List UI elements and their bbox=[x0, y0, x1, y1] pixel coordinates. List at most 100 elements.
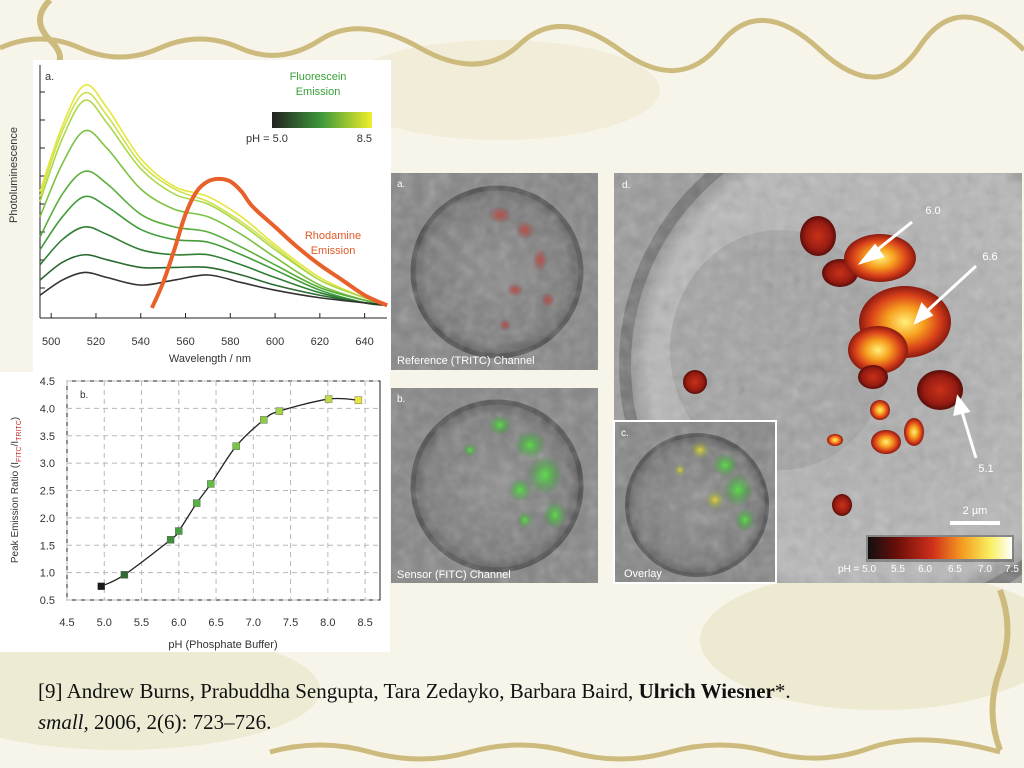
y-tick-label: 0.5 bbox=[40, 595, 55, 607]
bg-blob bbox=[700, 570, 1024, 710]
data-point bbox=[97, 582, 105, 591]
y-label-sub: FITC bbox=[16, 446, 23, 462]
y-tick-label: 3.0 bbox=[40, 458, 55, 470]
data-line bbox=[39, 99, 388, 307]
colorbar-label: pH = 5.0 bbox=[838, 564, 877, 575]
citation-highlight: Ulrich Wiesner bbox=[638, 679, 775, 703]
y-tick-label: 4.5 bbox=[40, 376, 55, 388]
colorbar bbox=[272, 112, 372, 128]
colorbar-label: 8.5 bbox=[357, 133, 372, 145]
legend-label: Emission bbox=[311, 245, 356, 257]
panel-label: b. bbox=[80, 390, 88, 401]
legend-label: Rhodamine bbox=[305, 230, 361, 242]
colorbar-label: 6.5 bbox=[948, 564, 962, 575]
y-axis-label: Peak Emission Ratio (IFITC/ITRITC) bbox=[10, 417, 23, 563]
image-label: a. bbox=[397, 179, 405, 190]
x-tick-label: 500 bbox=[42, 336, 60, 348]
legend-label: Fluorescein bbox=[290, 71, 347, 83]
y-tick-label: 2.5 bbox=[40, 486, 55, 498]
y-tick-label: 1.0 bbox=[40, 568, 55, 580]
colorbar-label: 5.5 bbox=[891, 564, 905, 575]
image-border bbox=[613, 420, 777, 584]
x-tick-label: 7.0 bbox=[246, 617, 261, 629]
chart-b-background bbox=[0, 372, 390, 652]
data-line bbox=[39, 84, 388, 307]
scale-bar-label: 2 µm bbox=[963, 505, 988, 517]
y-tick-label: 1.5 bbox=[40, 540, 55, 552]
x-tick-label: 540 bbox=[132, 336, 150, 348]
data-line bbox=[39, 271, 388, 307]
citation-details: 2006, 2(6): 723–726. bbox=[88, 710, 272, 734]
y-label-part: ) bbox=[10, 417, 21, 420]
colorbar-label: 7.5 bbox=[1005, 564, 1019, 575]
bg-blob bbox=[340, 40, 660, 140]
data-point bbox=[192, 499, 201, 507]
data-line bbox=[39, 170, 388, 307]
x-tick-label: 6.5 bbox=[208, 617, 223, 629]
y-label-part: Peak Emission Ratio (I bbox=[10, 462, 21, 563]
x-tick-label: 560 bbox=[176, 336, 194, 348]
image-caption: Reference (TRITC) Channel bbox=[397, 355, 535, 367]
colorbar-label: 6.0 bbox=[918, 564, 932, 575]
image-label: d. bbox=[622, 180, 630, 191]
x-tick-label: 580 bbox=[221, 336, 239, 348]
data-point bbox=[175, 527, 183, 535]
chart-a-background bbox=[33, 60, 391, 372]
data-point bbox=[324, 395, 333, 403]
x-tick-label: 8.5 bbox=[357, 617, 372, 629]
data-point bbox=[120, 571, 129, 579]
citation-mark: *. bbox=[774, 679, 791, 703]
data-line bbox=[39, 226, 388, 307]
x-tick-label: 620 bbox=[311, 336, 329, 348]
arrows bbox=[857, 220, 1000, 525]
citation-journal: small, bbox=[38, 710, 89, 734]
image-label: b. bbox=[397, 394, 405, 405]
annotation: 5.1 bbox=[978, 463, 993, 475]
data-point bbox=[232, 442, 240, 450]
colorbar-labels: pH = 5.0 5.5 6.0 6.5 7.0 7.5 bbox=[838, 564, 1019, 575]
x-axis-label: pH (Phosphate Buffer) bbox=[168, 639, 277, 651]
y-label-part: /I bbox=[10, 441, 21, 447]
x-tick-label: 5.5 bbox=[134, 617, 149, 629]
image-caption: Overlay bbox=[624, 568, 662, 580]
image-caption: Sensor (FITC) Channel bbox=[397, 569, 511, 581]
x-tick-label: 600 bbox=[266, 336, 284, 348]
y-label-sub: TRITC bbox=[16, 420, 23, 441]
bg-blob bbox=[0, 630, 320, 750]
x-tick-label: 640 bbox=[355, 336, 373, 348]
citation: [9] Andrew Burns, Prabuddha Sengupta, Ta… bbox=[38, 676, 791, 738]
x-axis-label: Wavelength / nm bbox=[169, 353, 251, 365]
x-tick-label: 520 bbox=[87, 336, 105, 348]
x-tick-label: 8.0 bbox=[320, 617, 335, 629]
image-label: c. bbox=[621, 428, 629, 439]
data-line bbox=[39, 253, 388, 307]
data-point bbox=[207, 480, 215, 488]
data-point bbox=[354, 396, 363, 404]
vine bbox=[37, 0, 63, 73]
y-tick-label: 3.5 bbox=[40, 431, 55, 443]
colorbar-label: pH = 5.0 bbox=[246, 133, 288, 145]
x-tick-label: 5.0 bbox=[97, 617, 112, 629]
vine bbox=[0, 14, 1024, 80]
y-axis-label: Photoluminescence bbox=[8, 127, 20, 223]
legend-label: Emission bbox=[296, 86, 341, 98]
micrograph bbox=[391, 173, 598, 370]
y-axis-ticks bbox=[40, 91, 45, 289]
x-tick-label: 6.0 bbox=[171, 617, 186, 629]
annotation: 6.0 bbox=[925, 205, 940, 217]
y-tick-label: 2.0 bbox=[40, 513, 55, 525]
data-point bbox=[275, 407, 284, 415]
panel-label: a. bbox=[45, 71, 54, 83]
x-tick-label: 4.5 bbox=[59, 617, 74, 629]
data-point bbox=[260, 416, 268, 424]
vine bbox=[989, 588, 1011, 752]
y-tick-label: 4.0 bbox=[40, 403, 55, 415]
colorbar-label: 7.0 bbox=[978, 564, 992, 575]
data-line bbox=[39, 195, 388, 307]
data-line bbox=[39, 129, 388, 307]
citation-authors: [9] Andrew Burns, Prabuddha Sengupta, Ta… bbox=[38, 679, 639, 703]
annotation: 6.6 bbox=[982, 251, 997, 263]
data-point bbox=[166, 536, 175, 544]
